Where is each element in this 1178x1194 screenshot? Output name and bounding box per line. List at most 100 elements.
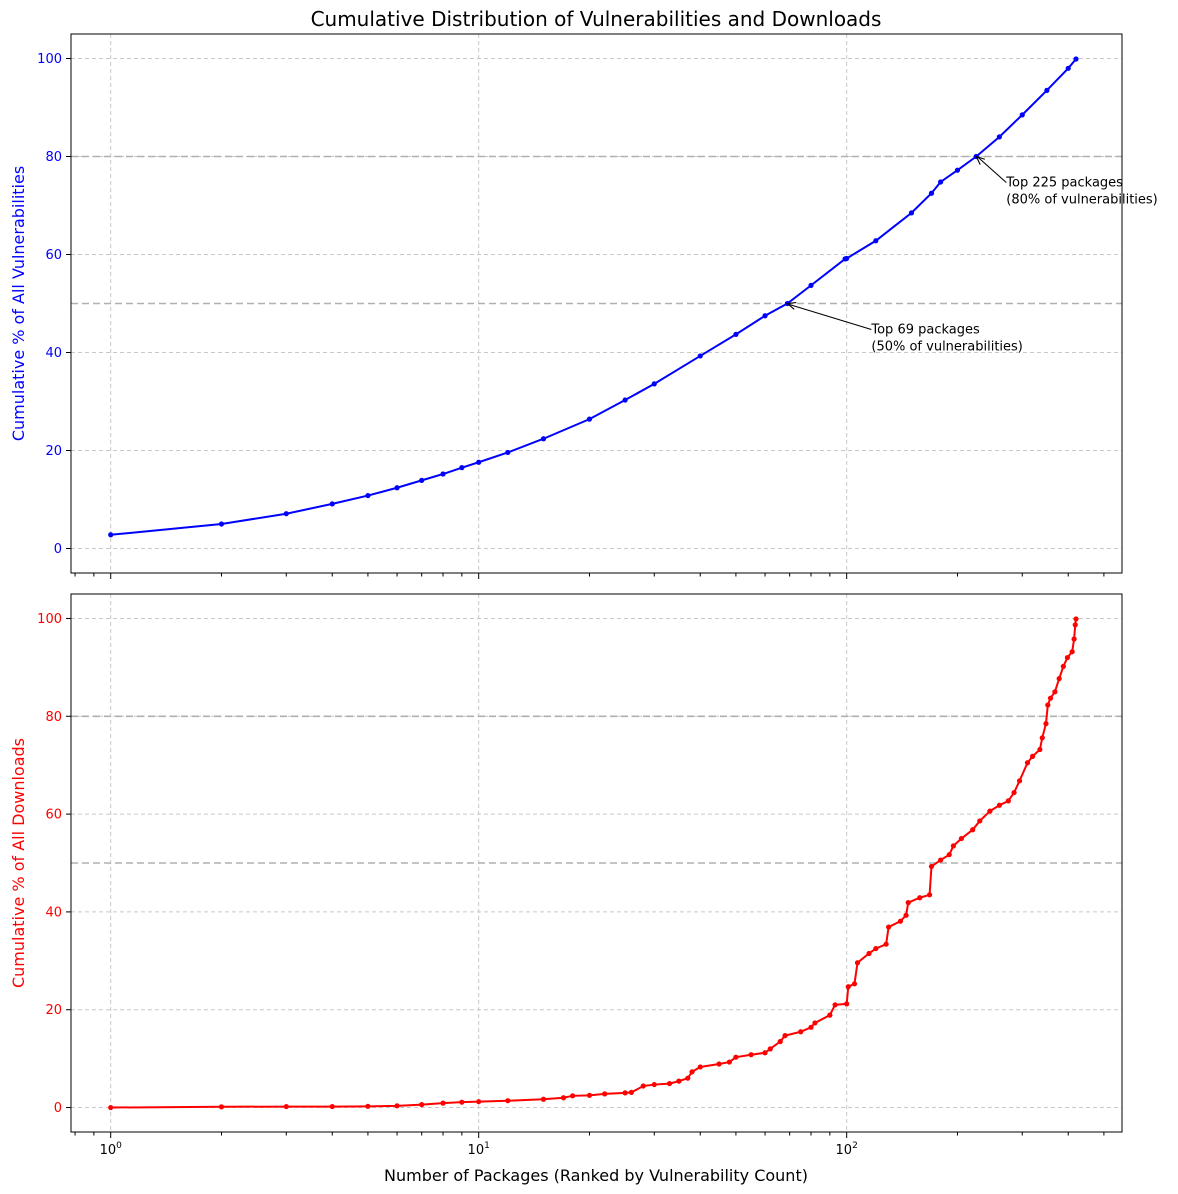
annotation-arrow [789,303,872,331]
y-tick-label: 0 [54,542,62,557]
data-point [1056,676,1062,682]
data-point [560,1095,567,1101]
data-point [365,1103,371,1109]
data-point [419,477,425,483]
data-point [697,353,703,359]
x-tick-label: 101 [468,1141,490,1158]
plot-frame [70,593,1123,1133]
data-point [505,1098,511,1104]
data-point [394,1103,400,1109]
data-point [938,179,944,185]
data-point [476,1099,482,1105]
data-point [1044,87,1050,93]
data-point [218,1104,225,1110]
data-point [697,1064,703,1070]
data-point [886,924,892,930]
annotation-arrowhead [786,302,797,310]
data-point [505,449,511,456]
data-point [329,501,335,507]
data-point [365,492,371,499]
data-point [1064,654,1071,661]
data-point [1047,695,1054,701]
data-point [540,436,547,442]
data-point [726,1059,732,1065]
data-point [845,984,851,990]
data-point [1019,112,1025,118]
data-point [905,900,911,906]
data-point [897,918,904,924]
data-point [1024,760,1031,766]
data-point [329,1103,335,1110]
x-tick-label: 100 [100,1141,123,1158]
data-point [1043,721,1049,727]
y-tick-label: 20 [45,1003,62,1018]
data-point [1037,746,1043,753]
data-point [767,1046,773,1052]
data-point [946,852,952,858]
chart-title: Cumulative Distribution of Vulnerabiliti… [311,7,882,31]
annotation-arrow [977,157,1007,183]
data-point [622,1090,628,1096]
data-point [1060,663,1066,669]
vulnerabilities-panel: 0 20 40 60 80 100 Cumulative % of All Vulnerab… [9,33,1158,579]
data-point [873,238,879,244]
data-point [782,1033,788,1039]
data-point [873,945,879,952]
data-point [996,802,1002,808]
y-tick-label: 100 [37,612,62,627]
data-point [928,863,935,870]
data-point [762,1050,768,1056]
x-tick-label: 102 [836,1141,858,1158]
data-point [733,1054,739,1060]
data-point [622,397,628,403]
data-point [283,511,289,517]
data-point [1016,778,1023,784]
data-point [685,1075,691,1081]
data-point [812,1020,818,1026]
y-tick-label: 20 [45,444,62,459]
data-point [689,1069,695,1075]
y-tick-label: 60 [45,248,62,263]
data-point [866,950,872,957]
data-point [1052,689,1058,695]
data-point [844,1001,850,1007]
data-point [440,1100,446,1106]
data-point [283,1103,289,1110]
data-point [716,1061,722,1067]
data-point [926,892,933,898]
y-tick-label: 60 [45,808,62,823]
data-point [908,210,915,216]
data-point [570,1093,576,1099]
data-point [762,313,768,319]
data-point [851,981,858,987]
data-point [733,331,739,337]
data-point [459,1099,465,1105]
data-point [1039,735,1045,741]
data-point [950,843,957,849]
data-point [108,532,114,538]
data-point [928,190,935,196]
data-point [651,1081,657,1088]
data-point [666,1080,673,1087]
annotation-text: (50% of vulnerabilities) [871,340,1023,355]
data-point [1005,798,1011,804]
data-point [1069,649,1075,655]
data-point [954,167,961,173]
data-point [917,895,923,901]
data-point [970,827,976,833]
data-point [1072,622,1078,628]
data-point [440,471,446,477]
y-axis-label: Cumulative % of All Downloads [9,738,28,988]
annotation-arrowhead [975,155,986,165]
data-point [1011,789,1017,796]
data-point [798,1029,804,1035]
data-point [1045,702,1051,708]
data-point [883,941,889,947]
data-point [854,960,861,966]
data-point [651,381,657,387]
data-point [1073,56,1079,62]
data-point [419,1102,425,1108]
downloads-panel: 0 20 40 60 80 100 100 101 102 Cumulative % of All… [9,593,1123,1158]
data-point [987,808,993,814]
data-point [476,459,482,465]
